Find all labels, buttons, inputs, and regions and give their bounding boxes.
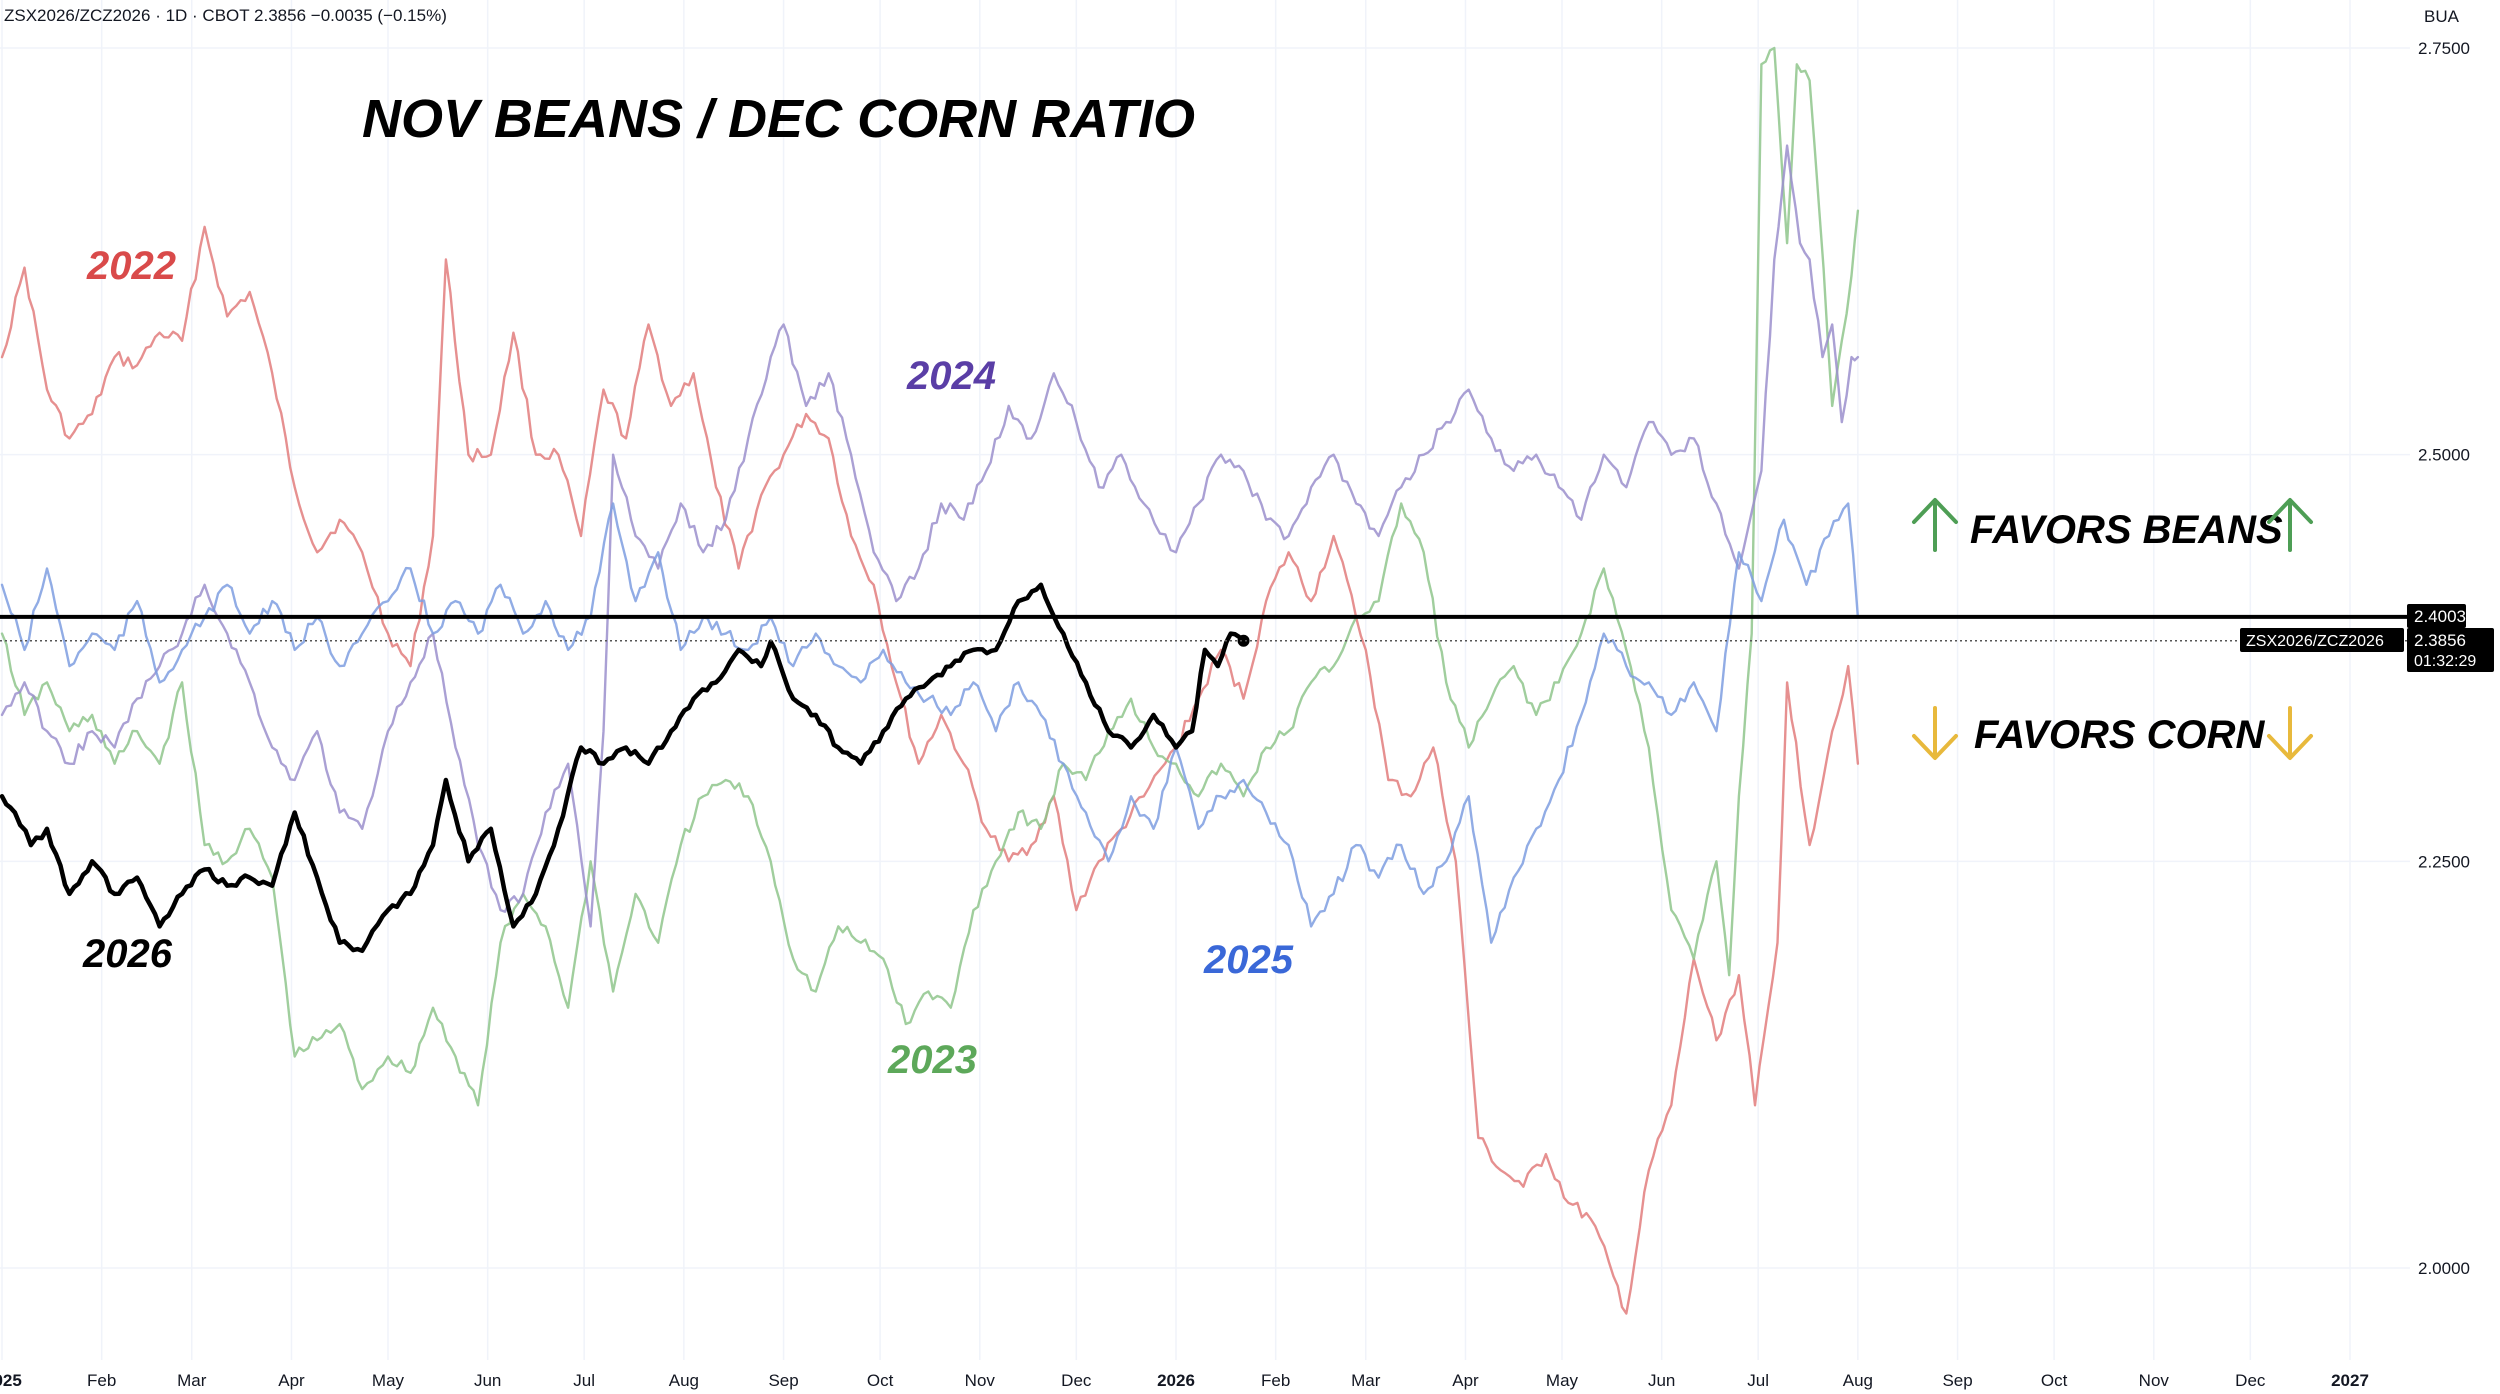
x-tick-label: Apr — [1452, 1371, 1479, 1390]
series-lines — [0, 46, 1860, 1315]
y-tick-label: 2.0000 — [2418, 1259, 2470, 1278]
x-tick-label: Dec — [2235, 1371, 2266, 1390]
arrow-down-icon — [1912, 706, 1958, 760]
series-label-2024: 2024 — [906, 354, 996, 398]
x-tick-label: Mar — [177, 1371, 207, 1390]
x-tick-label: Jun — [1648, 1371, 1675, 1390]
series-line-2025[interactable] — [0, 502, 1860, 944]
x-tick-label: Mar — [1351, 1371, 1381, 1390]
x-axis: 2025 Feb Mar Apr May Jun Jul Aug Sep Oct Nov Dec 202… — [0, 1371, 2369, 1390]
favors-beans-label: FAVORS BEANS — [1970, 508, 2283, 552]
symbol-tag-badge — [2240, 628, 2404, 652]
arrow-up-icon — [1912, 498, 1958, 552]
arrow-up-icon — [2267, 498, 2313, 552]
level-price-badge[interactable] — [2407, 604, 2466, 628]
x-tick-label: Oct — [2041, 1371, 2068, 1390]
x-tick-label: 2026 — [1157, 1371, 1195, 1390]
last-price-badge[interactable] — [2407, 628, 2494, 672]
x-tick-label: Nov — [2139, 1371, 2170, 1390]
x-tick-label: Apr — [278, 1371, 305, 1390]
level-price-value: 2.4003 — [2414, 607, 2466, 626]
x-tick-label: Aug — [669, 1371, 699, 1390]
series-line-2022[interactable] — [0, 225, 1860, 1315]
x-tick-label: Sep — [768, 1371, 798, 1390]
grid — [0, 0, 2410, 1360]
x-tick-label: Jun — [474, 1371, 501, 1390]
x-tick-label: Dec — [1061, 1371, 1092, 1390]
x-tick-label: May — [1546, 1371, 1579, 1390]
series-line-2026[interactable] — [0, 582, 1246, 954]
series-label-2025: 2025 — [1203, 938, 1294, 982]
x-tick-label: 2027 — [2331, 1371, 2369, 1390]
last-point-marker — [1237, 634, 1250, 647]
x-tick-label: Aug — [1843, 1371, 1873, 1390]
arrow-down-icon — [2267, 706, 2313, 760]
x-tick-label: Nov — [965, 1371, 996, 1390]
x-tick-label: 2025 — [0, 1371, 22, 1390]
y-tick-label: 2.7500 — [2418, 39, 2470, 58]
favors-corn-label: FAVORS CORN — [1974, 713, 2266, 757]
series-line-2023[interactable] — [0, 46, 1860, 1107]
x-tick-label: Oct — [867, 1371, 894, 1390]
chart-title: NOV BEANS / DEC CORN RATIO — [362, 89, 1195, 149]
x-tick-label: Feb — [87, 1371, 116, 1390]
series-label-2022: 2022 — [86, 244, 176, 288]
x-tick-label: Jul — [573, 1371, 595, 1390]
x-tick-label: Feb — [1261, 1371, 1290, 1390]
y-tick-label: 2.2500 — [2418, 852, 2470, 871]
y-axis: 2.7500 2.5000 2.2500 2.0000 — [2418, 39, 2470, 1278]
y-tick-label: 2.5000 — [2418, 446, 2470, 465]
symbol-info[interactable]: ZSX2026/ZCZ2026 · 1D · CBOT 2.3856 −0.00… — [4, 6, 447, 25]
x-tick-label: Jul — [1747, 1371, 1769, 1390]
series-label-2023: 2023 — [887, 1038, 977, 1082]
x-tick-label: Sep — [1942, 1371, 1972, 1390]
series-line-2024[interactable] — [0, 144, 1860, 928]
symbol-tag: ZSX2026/ZCZ2026 — [2246, 633, 2384, 650]
currency-label: BUA — [2424, 7, 2460, 26]
series-label-2026: 2026 — [82, 932, 173, 976]
bar-countdown: 01:32:29 — [2414, 653, 2476, 670]
x-tick-label: May — [372, 1371, 405, 1390]
last-price-value: 2.3856 — [2414, 631, 2466, 650]
